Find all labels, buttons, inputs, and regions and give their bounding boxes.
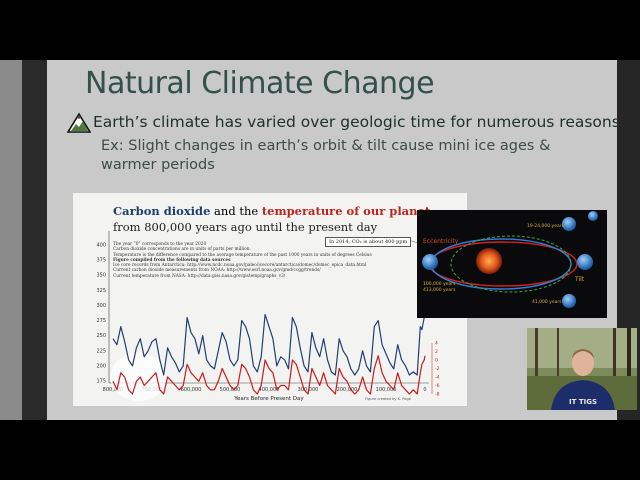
slide: Natural Climate Change Earth’s climate h…: [47, 60, 637, 420]
chart-credit: Figure created by K. Page: [365, 397, 412, 401]
chart-title-line-1: Carbon dioxide and the temperature of ou…: [113, 204, 430, 218]
chart-canvas: 400 375 350 325 300 275 250 225 200 175 4 2 0 -2 -4 -6 -…: [96, 231, 440, 402]
chart-note: Figure compiled from the following data …: [113, 257, 231, 263]
x-tick-label: 600,000: [181, 387, 202, 393]
orbit-label-eccentricity: Eccentricity: [423, 238, 459, 245]
co2-callout: In 2014, CO₂ is about 400 ppm: [325, 237, 412, 247]
y-tick-label-right: -8: [435, 392, 440, 398]
earth-bottom-icon: [562, 294, 576, 308]
x-tick-label: 800,000: [103, 387, 124, 393]
y-tick-label-left: 350: [96, 273, 106, 279]
temperature-line: [112, 355, 426, 395]
presenter-head: [572, 350, 594, 376]
x-tick-label: 100,000: [376, 387, 397, 393]
chart-title-co2: Carbon dioxide: [113, 204, 211, 218]
y-tick-label-right: -2: [435, 366, 440, 372]
y-tick-label-right: 2: [435, 349, 438, 355]
y-tick-label-right: -4: [435, 375, 440, 381]
y-tick-label-left: 225: [96, 348, 106, 354]
earth-right-icon: [577, 254, 593, 270]
earth-corner-icon: [588, 211, 598, 221]
x-tick-label: 0: [423, 387, 426, 393]
left-dark-panel: [22, 60, 47, 420]
y-tick-label-left: 275: [96, 318, 106, 324]
chart-note: The year “0” corresponds to the year 202…: [113, 242, 207, 247]
chart-title-temperature: temperature of our planet: [261, 204, 431, 218]
shirt-text: IT TIGS: [569, 398, 597, 406]
y-tick-label-left: 400: [96, 243, 106, 249]
x-tick-label: 300,000: [298, 387, 319, 393]
chart-note: Carbon dioxide concentrations are in uni…: [113, 247, 251, 253]
earth-top-icon: [562, 217, 576, 231]
orbit-label-tilt: Tilt: [574, 276, 585, 283]
orbit-green-ellipse: [450, 235, 572, 293]
x-tick-label: 500,000: [220, 387, 241, 393]
sun-icon: [476, 248, 502, 274]
chart-note: Temperature is the difference compared t…: [113, 252, 372, 258]
highlight-glow: [110, 353, 167, 401]
bullet-text: Earth’s climate has varied over geologic…: [93, 113, 620, 131]
x-axis-label: Years Before Present Day: [233, 396, 304, 402]
co2-temperature-chart: 400 375 350 325 300 275 250 225 200 175 4 2 0 -2 -4 -6 -…: [73, 193, 467, 406]
chart-note: Current carbon dioxide measurements from…: [113, 268, 321, 274]
x-tick-label: 400,000: [259, 387, 280, 393]
x-tick-label: 200,000: [337, 387, 358, 393]
earth-left-icon: [422, 254, 438, 270]
chart-note: Ice core records from Antarctica: http:/…: [113, 263, 367, 269]
y-tick-label-left: 200: [96, 363, 106, 369]
y-tick-label-left: 325: [96, 288, 106, 294]
y-tick-label-left: 175: [96, 379, 106, 385]
y-tick-label-left: 300: [96, 303, 106, 309]
y-tick-label-left: 375: [96, 258, 106, 264]
y-tick-label-left: 250: [96, 333, 106, 339]
y-tick-label-right: 0: [435, 358, 438, 364]
orbit-diagram: 19-24,000 years Eccentricity 100,000 yea…: [417, 210, 607, 318]
slide-title: Natural Climate Change: [85, 66, 435, 101]
y-tick-label-right: 4: [435, 341, 438, 347]
chart-notes: The year “0” corresponds to the year 202…: [113, 242, 383, 279]
webcam-feed: IT TIGS: [527, 328, 637, 410]
presentation-window: Natural Climate Change Earth’s climate h…: [0, 60, 640, 420]
co2-line: [112, 244, 426, 376]
orbit-label-100k: 100,000 years: [423, 281, 456, 287]
y-tick-label-right: -6: [435, 383, 440, 389]
sub-bullet-text: Ex: Slight changes in earth’s orbit & ti…: [101, 138, 551, 173]
chart-note: Current temperature from NASA: http://da…: [113, 273, 286, 279]
orbit-label-top: 19-24,000 years: [527, 223, 565, 229]
orbit-label-bottom-right: 41,000 years: [532, 299, 562, 305]
orbit-label-413k: 413,000 years: [423, 287, 456, 293]
orbit-label-bottom-left: 100,000 years 413,000 years: [423, 281, 456, 293]
mountain-bullet-icon: [67, 112, 91, 133]
chart-title-line-2: from 800,000 years ago until the present…: [113, 220, 378, 234]
left-edge-panel: [0, 60, 22, 420]
chart-title-and: and the: [210, 204, 262, 218]
presenter-shirt: [551, 380, 615, 410]
